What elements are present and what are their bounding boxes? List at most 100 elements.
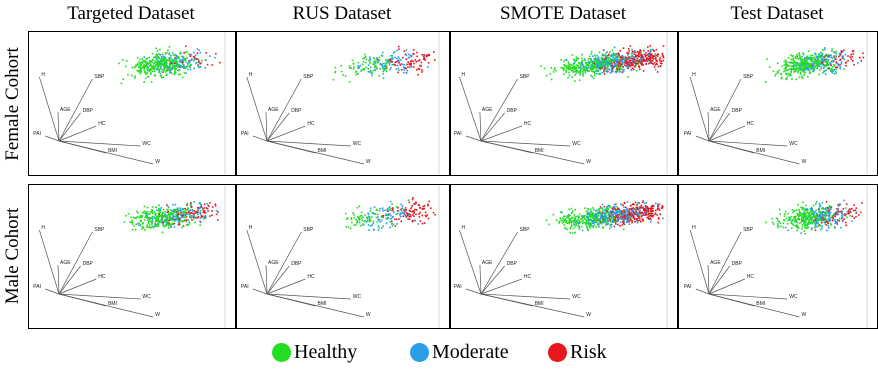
scatter-point [829,54,832,56]
scatter-point [808,63,811,65]
scatter-point [182,208,184,211]
scatter-point [149,65,151,67]
panel-male-smote: H SBP AGE DBP HC PAI WC BMI W [450,184,678,329]
scatter-point [579,69,582,72]
scatter-point [371,216,373,218]
legend-item-risk: Risk [548,338,607,366]
scatter-point [855,211,858,214]
scatter-point [797,67,800,70]
scatter-point [387,217,390,219]
scatter-point [799,57,802,60]
scatter-point [590,208,592,211]
scatter-point [613,219,615,222]
scatter-point [411,204,413,207]
scatter-point [641,218,644,220]
scatter-point [428,200,431,203]
scatter-point [602,57,604,60]
scatter-point [149,224,151,226]
scatter-point [842,50,844,52]
scatter-point [836,66,839,69]
scatter-point [371,224,373,226]
scatter-point [190,53,192,56]
vector-label-w: W [155,159,160,165]
scatter-point [861,202,863,204]
scatter-point [593,58,595,60]
scatter-point [609,54,612,57]
scatter-point [661,205,664,207]
scatter-point [412,60,414,63]
scatter-point [841,55,844,58]
scatter-point [156,54,158,57]
scatter-point [817,221,819,224]
scatter-point [149,68,151,71]
scatter-point [178,219,181,221]
scatter-point [565,69,567,72]
scatter-point [794,218,797,221]
loading-vector-wc [708,140,788,147]
scatter-point [353,216,355,219]
scatter-point [782,226,785,229]
scatter-point [842,208,845,210]
scatter-point [390,214,392,217]
scatter-point [399,216,402,218]
scatter-point [627,211,629,213]
scatter-point [596,66,599,69]
scatter-point [167,69,169,72]
scatter-point [606,205,609,208]
scatter-point [167,49,169,51]
loading-vector-wc [266,293,351,300]
scatter-point [371,212,373,214]
scatter-point [163,219,166,221]
loading-vector-wc [58,293,141,300]
scatter-point [772,223,775,225]
scatter-point [802,220,805,222]
scatter-point [785,72,787,75]
scatter-point [824,212,826,215]
scatter-point [561,211,563,214]
scatter-point [408,216,411,218]
scatter-point [617,214,619,216]
scatter-point [160,206,163,209]
scatter-point [797,58,800,60]
scatter-point [138,222,140,224]
scatter-point [643,211,646,214]
scatter-point [616,211,618,213]
scatter-point [823,64,826,67]
scatter-point [620,68,622,70]
scatter-point [141,214,144,217]
scatter-point [578,225,580,228]
scatter-point [430,207,432,209]
scatter-point [180,52,182,55]
scatter-point [374,68,376,71]
scatter-point [388,209,391,211]
scatter-point [815,209,817,211]
scatter-point [576,70,578,72]
scatter-point [627,52,630,55]
scatter-point [795,209,798,211]
column-title-test: Test Dataset [730,3,824,24]
scatter-point [403,69,406,71]
scatter-points [545,200,664,234]
scatter-point [163,62,166,65]
scatter-point [601,216,603,218]
scatter-point [614,58,617,61]
scatter-point [609,212,611,215]
scatter-point [356,220,358,222]
scatter-point [777,72,779,74]
scatter-point [371,74,373,77]
scatter-point [845,224,847,227]
scatter-point [168,216,171,219]
scatter-point [820,222,823,224]
scatter-point [188,214,191,216]
scatter-point [630,68,632,71]
scatter-point [611,69,614,71]
scatter-point [141,216,143,218]
scatter-point [828,220,831,223]
scatter-point [552,213,555,216]
scatter-point [805,208,808,210]
scatter-point [601,213,603,215]
scatter-point [202,218,205,220]
scatter-point [652,48,654,51]
scatter-point [816,59,819,62]
scatter-point [643,53,645,55]
